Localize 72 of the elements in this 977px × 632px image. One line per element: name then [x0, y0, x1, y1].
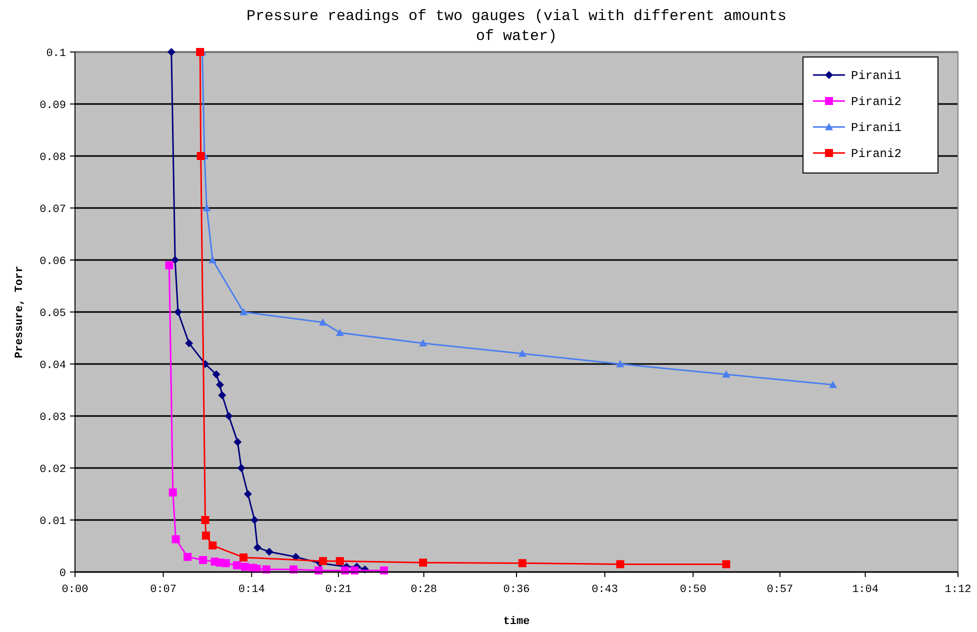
y-tick-label: 0.08 — [40, 152, 66, 164]
y-tick-label: 0.02 — [40, 464, 66, 476]
x-tick-label: 0:57 — [766, 584, 794, 596]
point — [244, 490, 252, 498]
point — [216, 380, 224, 389]
x-tick-label: 1:04 — [852, 584, 879, 596]
point — [253, 544, 262, 552]
point — [232, 561, 241, 570]
x-tick-label: 0:00 — [62, 584, 88, 596]
y-tick-label: 0 — [59, 568, 66, 580]
legend-label: Pirani1 — [851, 69, 902, 83]
point — [336, 557, 344, 566]
point — [202, 532, 210, 540]
point — [419, 558, 428, 567]
point — [201, 516, 210, 524]
point — [234, 438, 242, 446]
point — [174, 308, 182, 316]
chart-title: Pressure readings of two gauges (vial with different amounts of water) — [246, 8, 787, 45]
x-tick-label: 0:50 — [680, 584, 706, 596]
point — [184, 552, 192, 561]
y-tick-label: 0.06 — [40, 256, 66, 268]
point — [240, 308, 248, 316]
point — [250, 516, 259, 524]
point — [318, 318, 327, 326]
point — [224, 412, 233, 420]
legend-label: Pirani2 — [851, 147, 902, 161]
point — [240, 553, 248, 562]
y-tick-label: 0.05 — [40, 308, 66, 320]
x-axis-title: time — [503, 616, 530, 628]
x-tick-label: 0:28 — [410, 584, 437, 596]
point — [167, 48, 176, 56]
point — [202, 204, 211, 212]
y-tick-label: 0.04 — [40, 360, 66, 372]
y-tick-label: 0.03 — [40, 412, 66, 424]
point — [172, 535, 180, 544]
point — [208, 256, 217, 264]
point — [171, 256, 180, 264]
point — [616, 560, 624, 568]
legend-label: Pirani1 — [851, 121, 902, 135]
point — [237, 464, 246, 472]
x-tick-label: 0:07 — [150, 584, 177, 596]
y-axis-title: Pressure, Torr — [14, 266, 26, 358]
y-tick-label: 0.07 — [40, 204, 66, 216]
point — [518, 559, 526, 568]
legend-label: Pirani2 — [851, 95, 902, 109]
point — [168, 488, 177, 496]
point — [828, 380, 837, 388]
point — [208, 541, 217, 550]
point — [616, 360, 624, 368]
point — [165, 261, 174, 270]
point — [318, 557, 327, 566]
point — [199, 556, 208, 564]
point — [518, 350, 526, 357]
point — [196, 152, 205, 160]
point — [265, 548, 274, 556]
point — [218, 391, 226, 400]
point — [336, 328, 344, 336]
point — [185, 339, 194, 348]
y-tick-label: 0.01 — [40, 516, 66, 528]
point — [419, 339, 428, 346]
x-tick-label: 0:21 — [325, 584, 352, 596]
y-tick-label: 0.09 — [40, 100, 66, 112]
x-tick-label: 0:43 — [592, 584, 618, 596]
point — [212, 370, 220, 378]
point — [722, 370, 730, 378]
x-tick-label: 0:36 — [503, 584, 530, 596]
point — [240, 562, 249, 571]
y-tick-label: 0.1 — [46, 48, 66, 60]
x-tick-label: 0:14 — [238, 584, 266, 596]
point — [722, 560, 730, 568]
x-tick-label: 1:12 — [944, 584, 972, 596]
point — [222, 559, 230, 568]
